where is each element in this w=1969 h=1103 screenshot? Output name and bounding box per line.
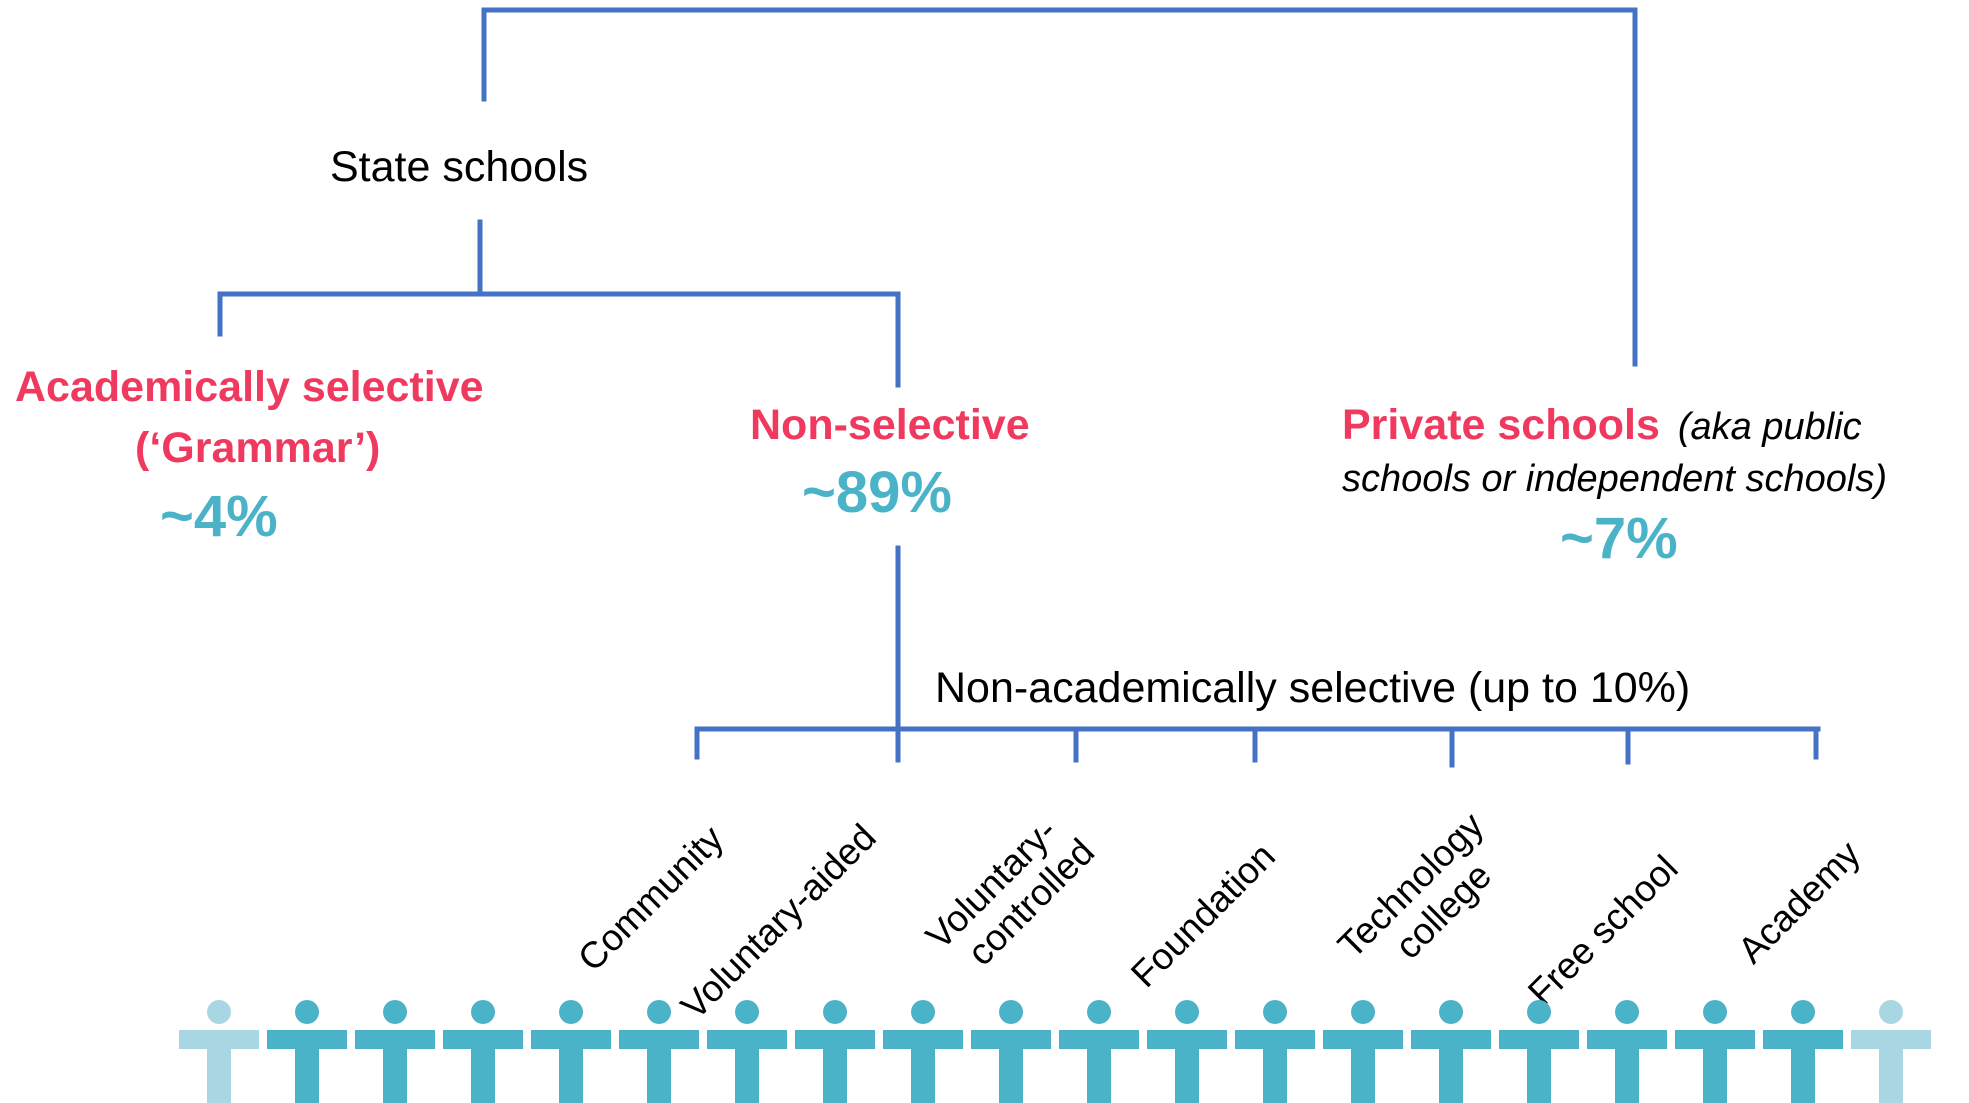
grammar-label-line1: Academically selective <box>15 363 484 411</box>
person-icon <box>1059 1000 1139 1103</box>
nonselective-percent: ~89% <box>802 460 952 525</box>
person-icon <box>1235 1000 1315 1103</box>
nonselective-label: Non-selective <box>750 401 1030 449</box>
person-icon <box>707 1000 787 1103</box>
person-icon <box>971 1000 1051 1103</box>
person-icon <box>267 1000 347 1103</box>
person-icon <box>1323 1000 1403 1103</box>
private-schools-label: Private schools (aka public <box>1342 404 1862 447</box>
private-schools-title: Private schools <box>1342 401 1660 449</box>
private-schools-note-line1: (aka public <box>1677 406 1862 448</box>
private-schools-note-line2: schools or independent schools) <box>1342 458 1888 500</box>
person-icon <box>619 1000 699 1103</box>
person-icon <box>1675 1000 1755 1103</box>
root-connector <box>481 7 1638 367</box>
state-schools-label: State schools <box>330 143 589 191</box>
person-icon <box>1851 1000 1931 1103</box>
person-icon <box>179 1000 259 1103</box>
non-academic-label: Non-academically selective (up to 10%) <box>935 664 1691 712</box>
grammar-percent: ~4% <box>160 484 278 549</box>
person-icon <box>443 1000 523 1103</box>
person-icon <box>1499 1000 1579 1103</box>
person-icon <box>531 1000 611 1103</box>
grammar-label-line2: (‘Grammar’) <box>135 424 381 472</box>
private-percent: ~7% <box>1560 506 1678 571</box>
person-icon <box>1147 1000 1227 1103</box>
person-icon <box>1411 1000 1491 1103</box>
person-icon <box>795 1000 875 1103</box>
person-icon <box>1587 1000 1667 1103</box>
person-icon <box>1763 1000 1843 1103</box>
state-branch <box>217 291 901 388</box>
person-icon <box>883 1000 963 1103</box>
person-icon <box>355 1000 435 1103</box>
